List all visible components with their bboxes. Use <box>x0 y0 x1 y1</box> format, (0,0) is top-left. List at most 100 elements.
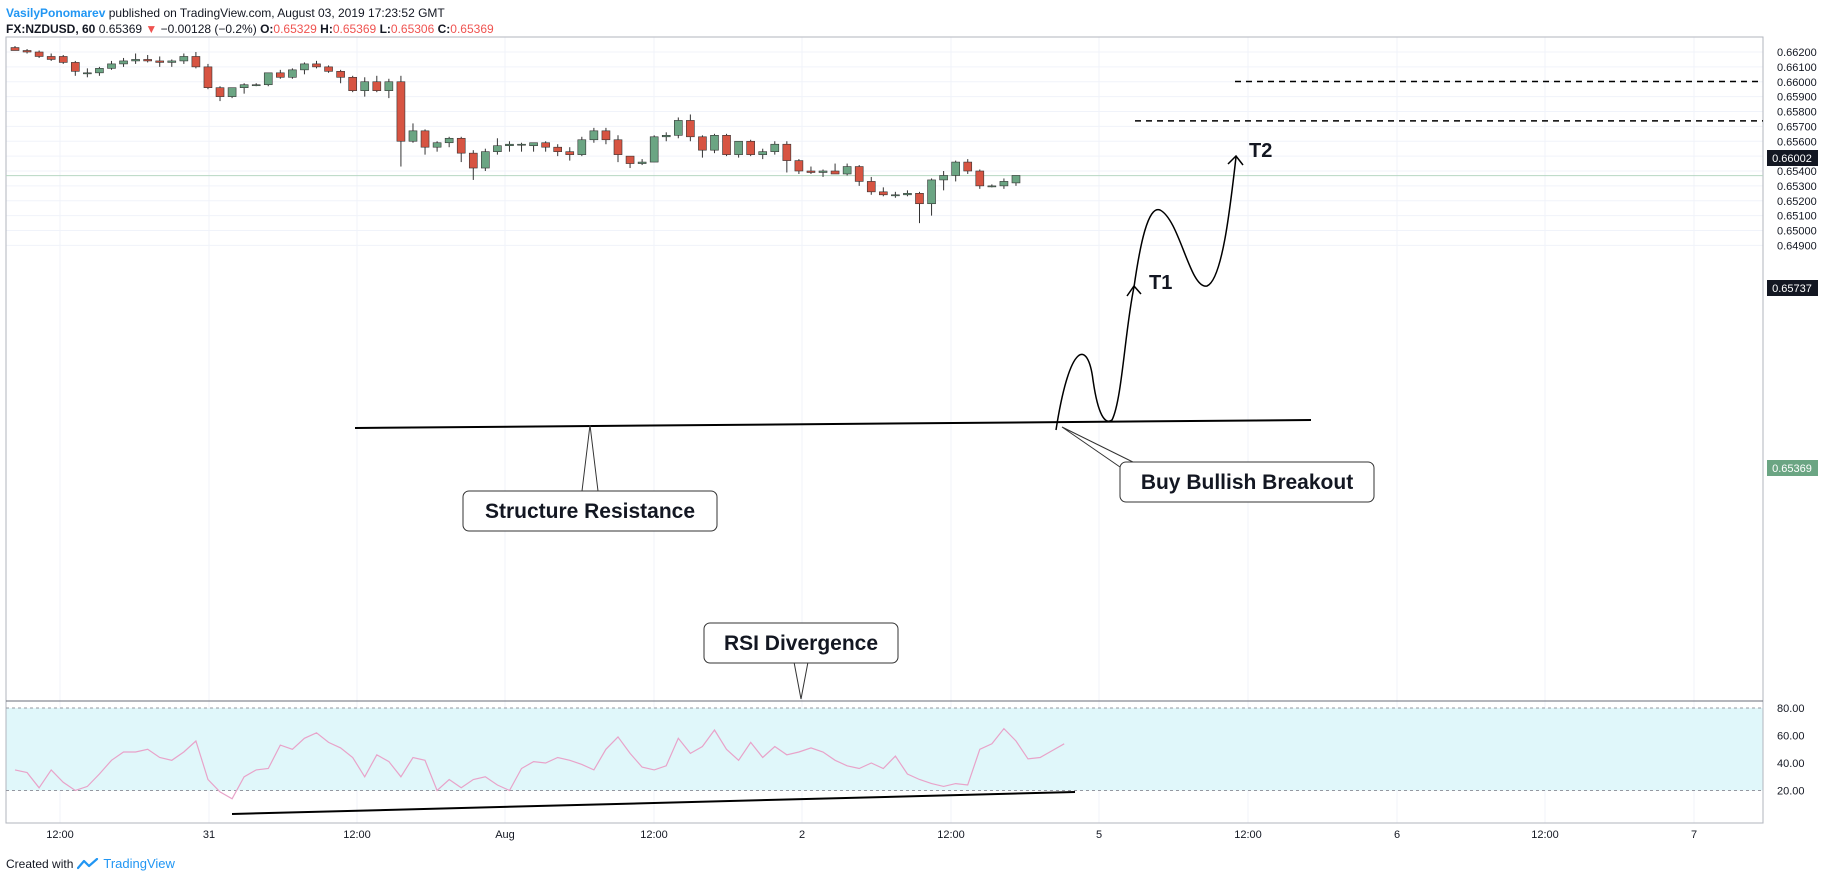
candle-down <box>830 170 840 175</box>
candle-up <box>408 130 418 142</box>
candle-up <box>119 60 128 65</box>
candle-up <box>107 63 116 69</box>
candle-down <box>698 136 707 151</box>
candle-up <box>939 175 948 181</box>
candle-down <box>722 135 731 155</box>
candle-down <box>879 191 888 196</box>
footer: Created with TradingView <box>6 856 175 871</box>
time-tick-label: 31 <box>203 829 215 841</box>
candle-down <box>975 170 985 187</box>
candle-down <box>915 193 924 205</box>
rsi-line <box>14 727 1065 800</box>
buy-breakout-label: Buy Bullish Breakout <box>1141 471 1353 494</box>
candle-up <box>360 81 370 91</box>
projection-path <box>1055 156 1237 431</box>
candle-up <box>493 145 502 152</box>
candle-up <box>251 84 261 87</box>
candle-up <box>227 87 237 97</box>
tradingview-logo-icon <box>77 857 99 869</box>
candle-down <box>565 151 575 155</box>
candle-down <box>143 59 152 62</box>
price-label-current: 0.65369 <box>1767 460 1818 476</box>
rsi-tick-label: 20.00 <box>1777 786 1805 798</box>
candle-up <box>131 59 140 62</box>
t2-label: T2 <box>1249 140 1272 162</box>
candle-down <box>71 62 80 72</box>
candle-down <box>553 146 563 152</box>
candle-down <box>866 181 876 193</box>
last-price: 0.65369 <box>98 22 143 36</box>
open-value: 0.65329 <box>273 22 317 36</box>
candle-up <box>661 135 671 138</box>
price-label-t1-text: 0.65737 <box>1772 283 1812 295</box>
open-label: O: <box>260 22 274 36</box>
high-value: 0.65369 <box>332 22 377 36</box>
callout-box <box>703 622 899 664</box>
t2-arrow-icon <box>1227 154 1244 166</box>
price-axis[interactable]: 0.66200 0.66100 0.66000 0.65900 0.65800 0.657… <box>1777 47 1817 252</box>
time-tick-label: 2 <box>799 829 805 841</box>
time-axis[interactable]: 12:00 31 12:00 Aug 12:00 2 12:00 5 12:00 6 12:00 7 <box>46 829 1697 841</box>
low-label: L: <box>379 22 391 36</box>
callout-pointer <box>581 424 599 492</box>
tradingview-brand-link[interactable]: TradingView <box>103 856 175 871</box>
symbol-info: FX:NZDUSD, 60 0.65369 ▼ −0.00128 (−0.2%)… <box>6 22 494 36</box>
author-name[interactable]: VasilyPonomarev <box>6 6 106 20</box>
created-with-label: Created with <box>6 856 74 871</box>
price-tick-label: 0.65300 <box>1777 181 1817 193</box>
candle-down <box>348 76 357 91</box>
candle-up <box>505 143 514 147</box>
candle-down <box>215 87 225 97</box>
close-label: C: <box>437 22 451 36</box>
candle-down <box>746 140 755 155</box>
candle-down <box>336 71 345 78</box>
candle-up <box>770 143 780 152</box>
price-label-t1-bg <box>1767 280 1818 296</box>
candle-up <box>589 130 599 141</box>
rsi-tick-label: 40.00 <box>1777 758 1805 770</box>
candle-up <box>384 81 394 91</box>
candle-down <box>613 139 623 155</box>
t1-label: T1 <box>1149 272 1172 294</box>
candle-up <box>927 179 936 205</box>
candle-down <box>806 170 816 173</box>
candle-down <box>34 51 44 57</box>
candle-up <box>649 136 659 163</box>
structure-resistance-callout: Structure Resistance <box>462 424 718 532</box>
price-label-current-text: 0.65369 <box>1772 463 1812 475</box>
candle-up <box>288 69 297 78</box>
rsi-divergence-label: RSI Divergence <box>724 632 878 655</box>
candle-down <box>155 60 165 63</box>
price-tick-label: 0.64900 <box>1777 240 1817 252</box>
candle-up <box>758 151 768 155</box>
chart-frame <box>5 36 1764 824</box>
rsi-axis[interactable]: 80.00 60.00 40.00 20.00 <box>1777 703 1805 798</box>
rsi-tick-label: 60.00 <box>1777 731 1805 743</box>
high-label: H: <box>320 22 333 36</box>
candle-up <box>239 84 249 88</box>
rsi-trendline <box>231 791 1076 815</box>
candle-down <box>625 155 635 164</box>
drawings-group <box>231 80 1763 815</box>
time-tick-label: 12:00 <box>46 829 74 841</box>
candle-up <box>481 151 490 169</box>
rsi-divergence-callout: RSI Divergence <box>703 622 899 700</box>
candle-up <box>903 193 912 196</box>
t1-arrow-icon <box>1126 284 1142 297</box>
candle-down <box>312 63 321 68</box>
candle-down <box>396 81 406 142</box>
candle-down <box>456 137 466 154</box>
candle-down <box>854 166 864 182</box>
rsi-band <box>6 708 1763 791</box>
price-tick-label: 0.65800 <box>1777 107 1817 119</box>
candle-up <box>734 140 743 155</box>
close-value: 0.65369 <box>450 22 494 36</box>
price-tick-label: 0.65400 <box>1777 166 1817 178</box>
chart-border <box>5 36 1764 824</box>
time-tick-label: 5 <box>1096 829 1102 841</box>
time-tick-label: 12:00 <box>1234 829 1262 841</box>
price-tick-label: 0.66000 <box>1777 77 1817 89</box>
candle-up <box>951 161 960 176</box>
candle-up <box>999 181 1009 187</box>
